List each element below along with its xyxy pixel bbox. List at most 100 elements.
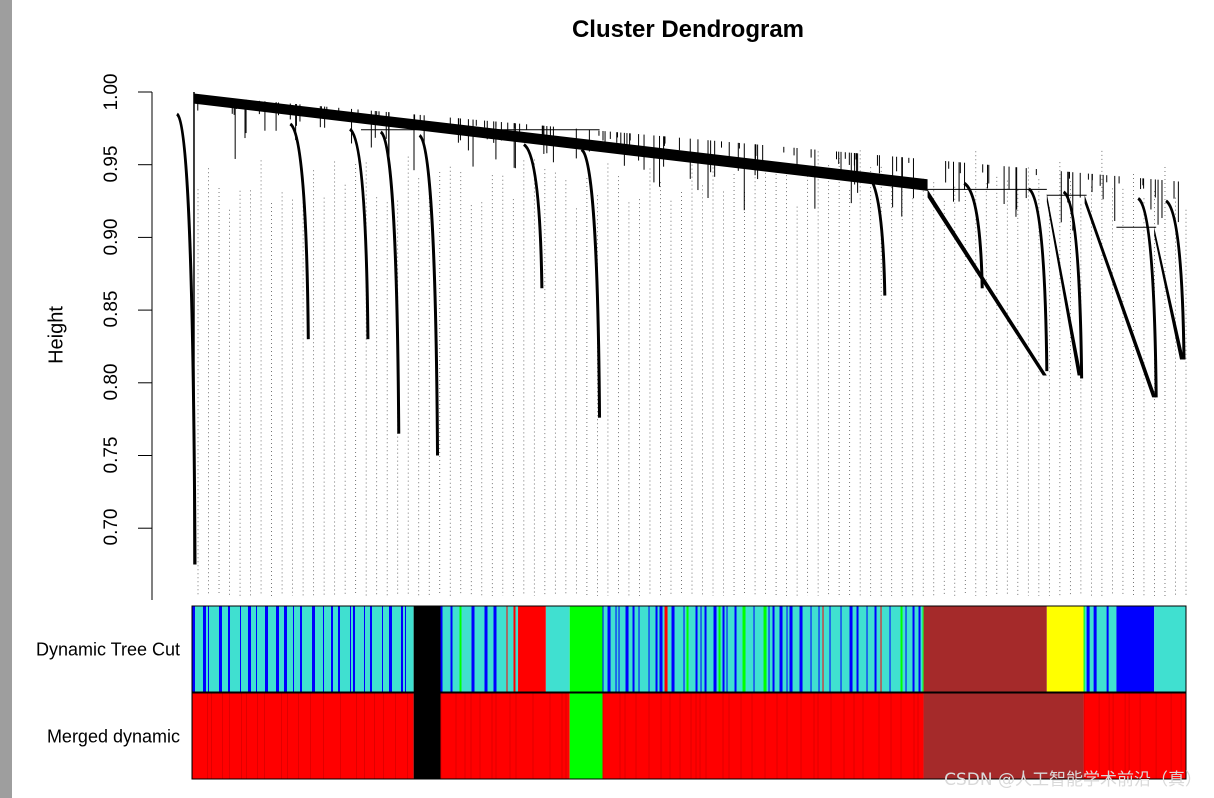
row0-seg-6-stripe-40: [880, 606, 882, 692]
row0-seg-2-stripe-0: [440, 606, 443, 692]
row0-seg-6-stripe-13: [686, 606, 689, 692]
row0-seg-0-stripe-8: [265, 606, 268, 692]
row1-seg-0-shade-13: [323, 693, 324, 779]
row0-seg-0-stripe-4: [228, 606, 230, 692]
row0-seg-6-stripe-24: [763, 606, 767, 692]
row1-seg-6-shade-0: [1083, 693, 1085, 779]
row1-seg-4-shade-9: [695, 693, 697, 779]
row1-seg-4-shade-12: [722, 693, 724, 779]
row0-seg-0-stripe-17: [350, 606, 351, 692]
row1-seg-2-shade-7: [509, 693, 511, 779]
row0-seg-2-stripe-3: [471, 606, 475, 692]
row0-seg-2-stripe-2: [459, 606, 462, 692]
row1-seg-0-shade-1: [207, 693, 208, 779]
row0-seg-2-stripe-7: [513, 606, 516, 692]
row0-seg-0: [192, 606, 414, 692]
row1-seg-0-shade-16: [364, 693, 365, 779]
y-axis: [138, 91, 153, 600]
row1-seg-0-shade-11: [298, 693, 299, 779]
row0-seg-6-stripe-43: [905, 606, 907, 692]
row1-seg-4-shade-13: [728, 693, 730, 779]
row1-seg-2-shade-10: [549, 693, 551, 779]
right-branch-band-1: [1046, 193, 1082, 376]
row0-seg-0-stripe-18: [353, 606, 355, 692]
row0-seg-6-stripe-14: [695, 606, 698, 692]
watermark-text: CSDN @人工智能学术前沿（真）: [944, 770, 1202, 790]
row1-seg-4-shade-1: [619, 693, 621, 779]
row1-seg-0-shade-3: [222, 693, 223, 779]
row0-seg-6-stripe-26: [772, 606, 775, 692]
row0-seg-6-stripe-45: [918, 606, 921, 692]
branch-tip-4: [418, 134, 440, 456]
row0-seg-6-stripe-4: [625, 606, 629, 692]
branch-tip-10: [1062, 190, 1084, 379]
module-color-rows: [191, 605, 1187, 780]
row1-seg-4-shade-10: [699, 693, 701, 779]
row0-seg-2: [440, 606, 519, 692]
row0-seg-3: [518, 606, 546, 692]
row0-seg-6-stripe-6: [638, 606, 640, 692]
row1-seg-2-shade-1: [455, 693, 457, 779]
row1-seg-0-shade-2: [211, 693, 212, 779]
row1-seg-4-shade-17: [776, 693, 778, 779]
branch-tip-0: [175, 112, 197, 565]
row0-seg-0-stripe-2: [208, 606, 209, 692]
row0-seg-2-stripe-1: [450, 606, 453, 692]
row0-seg-6-stripe-8: [655, 606, 658, 692]
row0-seg-0-stripe-19: [364, 606, 365, 692]
row0-seg-11: [1154, 606, 1186, 692]
row0-seg-2-stripe-4: [484, 606, 488, 692]
row0-seg-9-stripe-0: [1083, 606, 1085, 692]
row0-seg-6-stripe-35: [840, 606, 842, 692]
row1-seg-4-shade-11: [705, 693, 707, 779]
row1-seg-0-shade-8: [264, 693, 265, 779]
row0-seg-0-stripe-21: [382, 606, 383, 692]
row1-seg-6-shade-9: [1180, 693, 1182, 779]
row0-seg-6-stripe-46: [922, 606, 924, 692]
row0-seg-6-stripe-9: [659, 606, 663, 692]
row1-seg-4-shade-15: [751, 693, 753, 779]
row1-seg-0-shade-14: [340, 693, 341, 779]
row0-seg-0-stripe-12: [300, 606, 302, 692]
row0-seg-6-stripe-27: [779, 606, 783, 692]
row1-seg-4-shade-21: [817, 693, 819, 779]
row0-seg-0-stripe-22: [389, 606, 392, 692]
row0-seg-6-stripe-42: [900, 606, 903, 692]
row1-seg-4-shade-4: [648, 693, 650, 779]
row1-seg-6-shade-8: [1170, 693, 1172, 779]
row1-seg-0-shade-5: [241, 693, 242, 779]
row0-seg-6-stripe-41: [889, 606, 891, 692]
row0-seg-6-stripe-22: [742, 606, 746, 692]
row1-seg-6-shade-5: [1128, 693, 1130, 779]
row0-seg-6-stripe-30: [799, 606, 803, 692]
row1-seg-4-shade-19: [800, 693, 802, 779]
row1-seg-0-shade-7: [257, 693, 258, 779]
row1-seg-4-shade-18: [786, 693, 788, 779]
row1-seg-3: [569, 693, 603, 779]
row1-seg-0-shade-6: [246, 693, 247, 779]
row0-seg-2-stripe-5: [493, 606, 497, 692]
row0-seg-6-stripe-31: [810, 606, 812, 692]
row1-seg-4-shade-28: [900, 693, 902, 779]
row1-seg-2-shade-3: [470, 693, 472, 779]
row0-seg-6-stripe-36: [849, 606, 853, 692]
row0-seg-6-stripe-21: [734, 606, 737, 692]
main-trunk-band: [193, 93, 928, 191]
row1-seg-6-shade-3: [1112, 693, 1114, 779]
branch-tip-5: [522, 143, 544, 289]
row1-seg-0-shade-10: [287, 693, 288, 779]
row0-seg-0-stripe-9: [276, 606, 279, 692]
row0-seg-6-stripe-33: [822, 606, 824, 692]
row1-seg-4-shade-20: [813, 693, 815, 779]
row0-seg-7: [923, 606, 1047, 692]
row1-seg-4-shade-14: [740, 693, 742, 779]
branch-tip-8: [963, 181, 984, 289]
row1-seg-4-shade-24: [853, 693, 855, 779]
row0-seg-0-stripe-0: [192, 606, 195, 692]
row0-seg-0-stripe-24: [405, 606, 406, 692]
row0-seg-6-stripe-0: [602, 606, 604, 692]
row0-seg-6-stripe-18: [718, 606, 721, 692]
row1-seg-0-shade-20: [407, 693, 408, 779]
color-row-label-merged-dynamic: Merged dynamic: [46, 726, 180, 747]
row0-seg-0-stripe-20: [370, 606, 372, 692]
